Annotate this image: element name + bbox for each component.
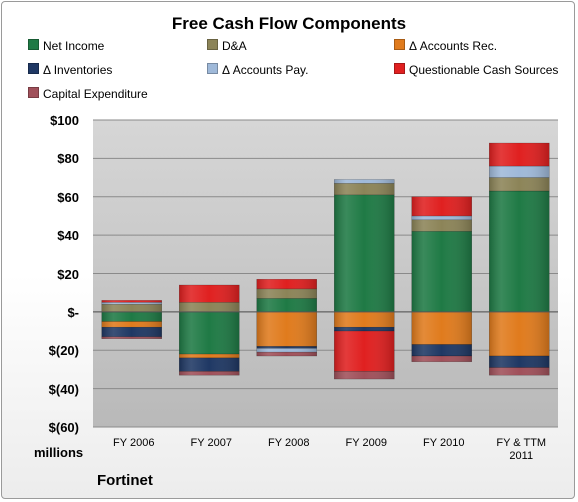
bar-segment-shading xyxy=(411,231,472,312)
chart-title: Free Cash Flow Components xyxy=(171,14,407,33)
legend-item: D&A xyxy=(207,39,247,53)
y-tick-label: $(60) xyxy=(48,420,79,435)
legend-swatch xyxy=(28,87,39,98)
legend-label: Capital Expenditure xyxy=(43,87,148,101)
company-label: Fortinet xyxy=(97,472,153,489)
x-tick-label: FY 2010 xyxy=(423,437,465,449)
bar-segment-shading xyxy=(411,311,472,345)
legend-item: Capital Expenditure xyxy=(28,87,148,101)
bar-segment-shading xyxy=(179,357,240,372)
legend-item: Δ Accounts Rec. xyxy=(394,39,497,53)
legend-item: Questionable Cash Sources xyxy=(394,63,558,77)
bar-segment-shading xyxy=(334,311,395,328)
bar-segment-shading xyxy=(489,311,550,357)
x-tick-label: FY 2009 xyxy=(345,437,387,449)
y-tick-label: $- xyxy=(67,304,79,320)
legend-swatch xyxy=(394,63,405,74)
bar-segment-shading xyxy=(256,346,317,349)
y-tick-label: $40 xyxy=(57,228,79,244)
x-tick-label: FY 2007 xyxy=(190,437,232,449)
bar-segment-shading xyxy=(179,311,240,355)
legend-swatch xyxy=(207,63,218,74)
bar-segment-shading xyxy=(179,371,240,376)
bar-segment-shading xyxy=(411,215,472,220)
bar-segment-shading xyxy=(334,194,395,312)
bar-segment-shading xyxy=(334,179,395,184)
legend-swatch xyxy=(394,39,405,50)
bar-segment-shading xyxy=(101,311,162,322)
bar-segment-shading xyxy=(256,348,317,353)
bar-segment-shading xyxy=(101,336,162,339)
bar-segment-shading xyxy=(334,371,395,380)
y-tick-label: $100 xyxy=(50,113,79,128)
legend-label: Net Income xyxy=(43,39,105,53)
legend-swatch xyxy=(207,39,218,50)
bar-segment-shading xyxy=(411,219,472,232)
units-label: millions xyxy=(34,445,84,460)
bar-segment-shading xyxy=(489,143,550,167)
bar-segment-shading xyxy=(101,302,162,305)
bar-segment-shading xyxy=(489,190,550,312)
bar-segment-shading xyxy=(101,327,162,337)
bar-segment-shading xyxy=(489,367,550,376)
bar-segment-shading xyxy=(256,352,317,357)
bar-segment-shading xyxy=(101,321,162,328)
bar-segment-shading xyxy=(334,327,395,332)
bar-segment-shading xyxy=(101,300,162,303)
bar-segment-shading xyxy=(411,344,472,357)
x-tick-label: FY 2008 xyxy=(268,437,310,449)
bar-segment-shading xyxy=(411,196,472,216)
bar-segment-shading xyxy=(334,183,395,195)
bar-segment-shading xyxy=(411,356,472,362)
bar-segment-shading xyxy=(334,331,395,372)
bar-segment-shading xyxy=(179,302,240,312)
bar-segment-shading xyxy=(179,354,240,358)
legend-label: Δ Inventories xyxy=(43,63,113,77)
bar-segment-shading xyxy=(101,304,162,312)
y-tick-label: $60 xyxy=(57,189,79,205)
legend-item: Net Income xyxy=(28,39,104,53)
legend-item: Δ Inventories xyxy=(28,63,112,77)
legend-label: D&A xyxy=(222,39,247,53)
x-tick-label: FY 2006 xyxy=(113,437,155,449)
legend-label: Δ Accounts Rec. xyxy=(409,39,498,53)
bar-segment-shading xyxy=(489,177,550,191)
legend-label: Δ Accounts Pay. xyxy=(222,63,309,77)
legend-label: Questionable Cash Sources xyxy=(409,63,559,77)
x-tick-label: FY & TTM 2011 xyxy=(496,437,547,462)
bar-segment-shading xyxy=(256,279,317,289)
bar-segment-shading xyxy=(489,356,550,368)
legend-item: Δ Accounts Pay. xyxy=(207,63,309,77)
legend-swatch xyxy=(28,39,39,50)
legend-swatch xyxy=(28,63,39,74)
bar-segment-shading xyxy=(489,166,550,178)
bar-segment-shading xyxy=(256,298,317,312)
y-tick-label: $(40) xyxy=(48,381,79,397)
bar-segment-shading xyxy=(256,288,317,299)
y-tick-label: $20 xyxy=(57,266,79,282)
bar-segment-shading xyxy=(256,311,317,347)
y-tick-label: $80 xyxy=(57,151,79,167)
bar-segment-shading xyxy=(179,285,240,303)
y-tick-label: $(20) xyxy=(48,343,79,359)
